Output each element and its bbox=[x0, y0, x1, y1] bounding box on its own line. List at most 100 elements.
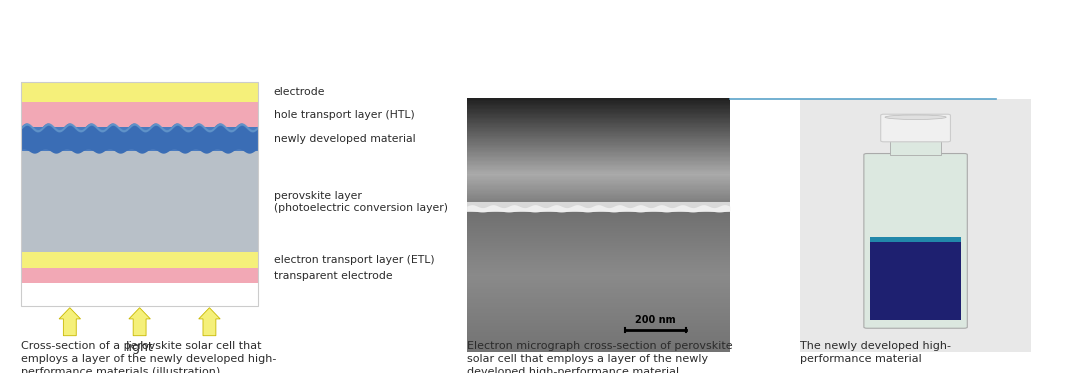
Bar bbox=[467, 149, 730, 151]
Bar bbox=[467, 223, 730, 225]
Bar bbox=[467, 252, 730, 254]
Bar bbox=[467, 286, 730, 288]
Bar bbox=[467, 326, 730, 327]
Bar bbox=[467, 224, 730, 226]
Bar bbox=[467, 231, 730, 232]
Bar bbox=[467, 269, 730, 270]
Bar bbox=[467, 109, 730, 110]
Bar bbox=[467, 137, 730, 138]
Bar bbox=[467, 220, 730, 222]
Bar bbox=[467, 150, 730, 152]
Bar bbox=[467, 229, 730, 231]
Bar bbox=[467, 273, 730, 275]
Bar bbox=[467, 134, 730, 136]
Polygon shape bbox=[21, 123, 258, 154]
Bar bbox=[467, 324, 730, 326]
Bar bbox=[467, 333, 730, 335]
Bar bbox=[467, 184, 730, 185]
Bar bbox=[467, 272, 730, 274]
Text: Cross-section of a perovskite solar cell that
employs a layer of the newly devel: Cross-section of a perovskite solar cell… bbox=[21, 341, 277, 373]
Bar bbox=[467, 110, 730, 112]
Bar bbox=[467, 283, 730, 285]
Bar bbox=[467, 191, 730, 193]
Bar bbox=[467, 298, 730, 299]
Bar bbox=[467, 213, 730, 214]
Bar bbox=[467, 188, 730, 190]
Bar bbox=[467, 156, 730, 157]
Bar bbox=[467, 245, 730, 247]
Bar bbox=[467, 138, 730, 140]
Bar bbox=[467, 226, 730, 228]
Bar bbox=[467, 140, 730, 142]
Bar bbox=[467, 145, 730, 147]
Bar bbox=[467, 102, 730, 104]
Bar bbox=[467, 304, 730, 305]
Bar bbox=[467, 142, 730, 143]
Bar bbox=[467, 330, 730, 332]
Bar bbox=[467, 238, 730, 239]
Bar bbox=[467, 114, 730, 115]
Bar bbox=[467, 334, 730, 336]
Bar bbox=[21, 102, 258, 127]
Bar bbox=[467, 214, 730, 216]
Bar bbox=[467, 342, 730, 344]
Bar bbox=[467, 289, 730, 290]
Bar bbox=[467, 285, 730, 286]
Bar bbox=[890, 141, 941, 155]
Bar bbox=[467, 300, 730, 302]
Bar bbox=[467, 351, 730, 352]
Bar bbox=[21, 151, 258, 252]
Bar bbox=[467, 288, 730, 289]
Bar bbox=[467, 209, 730, 210]
Bar bbox=[467, 167, 730, 169]
Bar bbox=[467, 218, 730, 219]
Bar bbox=[21, 82, 258, 102]
Bar bbox=[467, 247, 730, 248]
Text: perovskite layer
(photoelectric conversion layer): perovskite layer (photoelectric conversi… bbox=[274, 191, 448, 213]
Bar bbox=[467, 315, 730, 317]
Bar bbox=[467, 341, 730, 342]
Bar bbox=[467, 101, 730, 103]
Bar bbox=[467, 201, 730, 203]
Bar bbox=[467, 199, 730, 200]
Bar bbox=[467, 233, 730, 235]
Text: 200 nm: 200 nm bbox=[635, 315, 676, 325]
Bar bbox=[467, 186, 730, 188]
Bar bbox=[467, 161, 730, 162]
Bar bbox=[467, 100, 730, 101]
Bar bbox=[467, 329, 730, 331]
Bar bbox=[467, 337, 730, 339]
Bar bbox=[467, 338, 730, 340]
Bar bbox=[467, 106, 730, 108]
Bar bbox=[467, 210, 730, 212]
Bar bbox=[467, 318, 730, 320]
Bar bbox=[467, 256, 730, 257]
Bar bbox=[467, 248, 730, 250]
Bar bbox=[467, 317, 730, 318]
Bar bbox=[467, 350, 730, 351]
Bar bbox=[467, 182, 730, 184]
Bar bbox=[467, 144, 730, 146]
Bar bbox=[467, 222, 730, 223]
Bar bbox=[467, 181, 730, 182]
Bar bbox=[21, 252, 258, 268]
Bar bbox=[467, 121, 730, 123]
Bar bbox=[467, 336, 730, 337]
Bar bbox=[467, 276, 730, 278]
Bar bbox=[467, 211, 730, 213]
Bar bbox=[467, 194, 730, 195]
Bar bbox=[467, 157, 730, 159]
Bar bbox=[467, 154, 730, 156]
Bar bbox=[467, 180, 730, 181]
Bar bbox=[467, 201, 730, 212]
Bar bbox=[467, 267, 730, 269]
Bar bbox=[467, 263, 730, 265]
Bar bbox=[467, 203, 730, 204]
Bar bbox=[467, 128, 730, 129]
Bar bbox=[467, 168, 730, 170]
Bar bbox=[467, 296, 730, 298]
Bar bbox=[467, 309, 730, 311]
Bar bbox=[467, 243, 730, 245]
Bar bbox=[467, 147, 730, 148]
Bar bbox=[467, 143, 730, 144]
